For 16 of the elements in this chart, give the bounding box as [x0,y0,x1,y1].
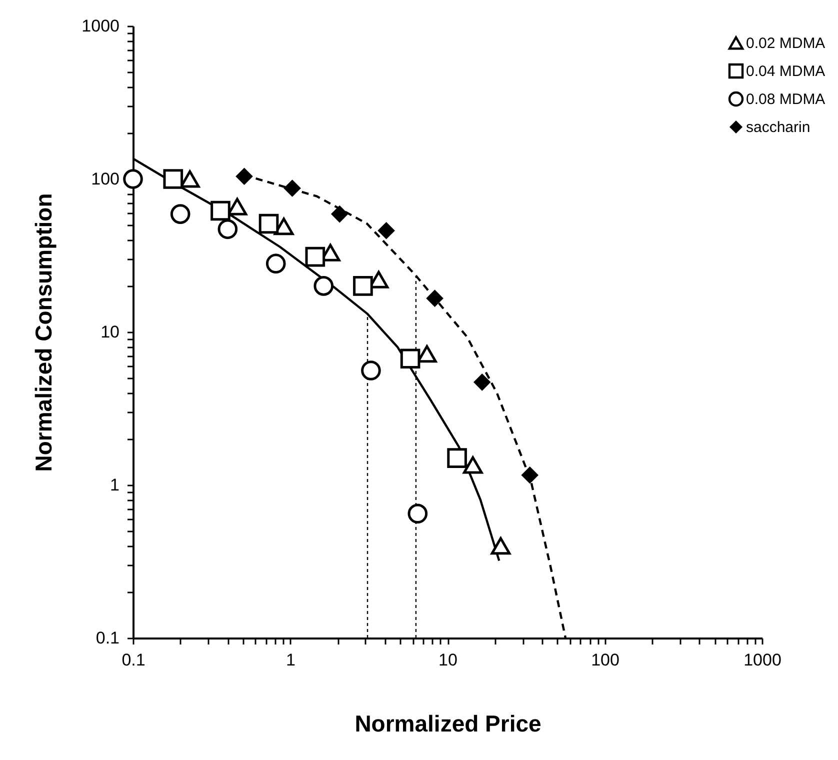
y-axis-title: Normalized Consumption [30,193,57,472]
legend-label: 0.02 MDMA [746,35,826,52]
y-tick-label: 1 [110,476,120,494]
y-tick-label: 10 [100,322,120,342]
x-tick-label: 1000 [744,650,782,670]
legend-label: saccharin [746,119,810,136]
y-tick-label: 100 [91,170,120,188]
x-tick-label: 1 [286,650,296,670]
x-tick-label: 100 [591,650,620,670]
x-tick-label: 0.1 [122,650,146,670]
y-tick-label: 0.1 [96,628,120,648]
x-axis-title: Normalized Price [354,710,542,736]
x-tick-label: 10 [438,650,458,670]
legend-label: 0.08 MDMA [746,91,826,108]
legend-label: 0.04 MDMA [746,63,826,80]
y-tick-label: 1000 [82,16,120,36]
